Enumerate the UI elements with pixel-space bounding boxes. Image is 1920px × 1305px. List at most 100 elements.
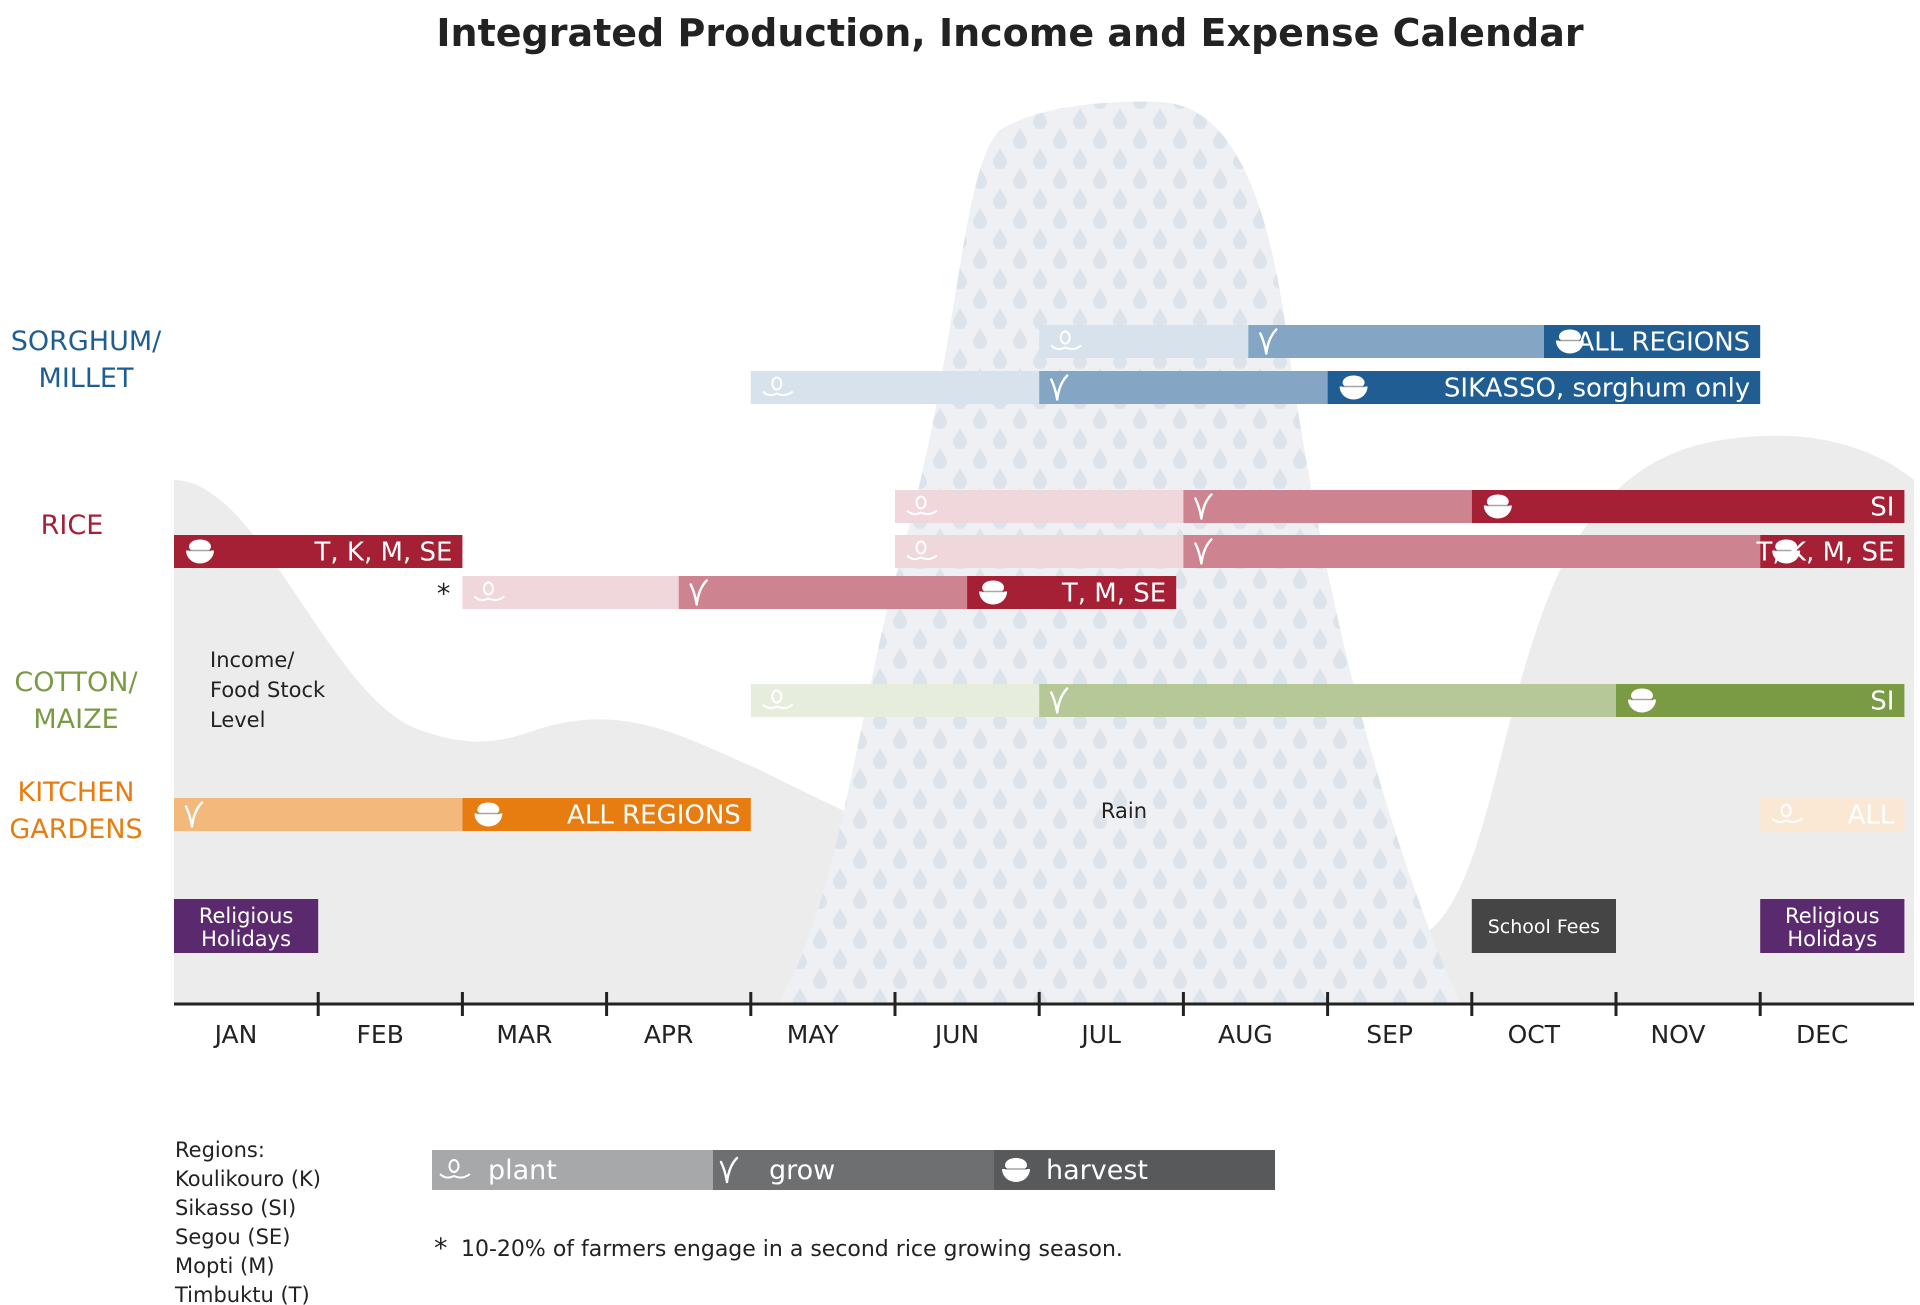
expense-label: School Fees: [1488, 916, 1600, 938]
bar-segment-plant: [750, 684, 1040, 717]
chart-title: Integrated Production, Income and Expens…: [436, 11, 1583, 55]
month-axis: JAN FEB MAR APR MAY JUN JUL AUG SEP OCT NOV DEC: [174, 992, 1914, 1049]
expense-label-line-1: Religious: [1785, 904, 1880, 928]
crop-bars: ALL REGIONS SIKASSO, sorghum only SI T, K, …: [174, 325, 1905, 831]
legend-label: plant: [488, 1155, 557, 1186]
crop-row-1: ALL REGIONS: [1039, 325, 1761, 358]
bowl-icon: [1628, 688, 1656, 713]
footnote-marker: *: [437, 579, 451, 610]
bar-label: SIKASSO, sorghum only: [1444, 374, 1750, 404]
sprout-icon: [719, 1156, 739, 1184]
expense-box-bg: [1760, 899, 1905, 953]
month-tick-label: JUL: [1079, 1020, 1121, 1049]
bar-label: SI: [1870, 687, 1894, 717]
crop-row-5: T, K, M, SE: [895, 535, 1905, 568]
plant-icon: [906, 495, 938, 516]
bowl-icon: [1002, 1158, 1030, 1182]
income-label-line-3: Level: [210, 708, 265, 732]
bar-segment-harvest: [1471, 490, 1905, 523]
month-tick-label: NOV: [1650, 1020, 1705, 1049]
bar-segment-grow: [1183, 490, 1472, 523]
month-tick-label: MAY: [787, 1020, 840, 1049]
category-label-sorghum-2: MILLET: [39, 363, 134, 394]
legend: Regions: Koulikouro (K) Sikasso (SI) Segou …: [174, 1138, 1275, 1305]
plant-icon: [1050, 330, 1082, 351]
bar-segment-plant: [462, 576, 679, 609]
bar-label: ALL: [1848, 801, 1895, 831]
bar-segment-grow: [1039, 684, 1616, 717]
expense-label-line-1: Religious: [199, 904, 294, 928]
crop-row-8: ALL REGIONS: [174, 798, 751, 831]
crop-row-2: SIKASSO, sorghum only: [750, 371, 1761, 404]
legend-swatch: [432, 1150, 713, 1190]
sprout-icon: [184, 801, 204, 828]
plant-icon: [762, 376, 794, 397]
month-tick-label: DEC: [1796, 1020, 1849, 1049]
bowl-icon: [1772, 539, 1801, 564]
legend-grow: grow: [713, 1150, 994, 1190]
expense-box-bg: [1471, 899, 1616, 953]
region-item: Mopti (M): [175, 1254, 275, 1278]
month-tick-label: SEP: [1366, 1020, 1413, 1049]
category-label-sorghum-1: SORGHUM/: [11, 326, 162, 357]
footnote-star: *: [434, 1233, 448, 1264]
bowl-icon: [979, 580, 1008, 605]
income-food-stock-area: [174, 435, 1914, 1004]
legend-plant: plant: [432, 1150, 713, 1190]
bar-segment-grow: [174, 798, 463, 831]
bar-segment-plant: [1039, 325, 1249, 358]
category-label-kitchen-1: KITCHEN: [18, 777, 135, 808]
plant-icon: [906, 540, 938, 561]
crop-row-9: ALL: [1760, 798, 1905, 831]
crop-row-6: T, M, SE *: [437, 576, 1177, 610]
region-item: Segou (SE): [175, 1225, 290, 1249]
plant-icon: [762, 689, 794, 710]
plant-icon: [1771, 803, 1803, 824]
bar-segment-plant: [895, 490, 1184, 523]
bar-segment-grow: [1039, 371, 1328, 404]
expense-label-line-2: Holidays: [1787, 927, 1877, 951]
income-label-line-2: Food Stock: [210, 678, 326, 702]
region-item: Timbuktu (T): [174, 1283, 310, 1305]
month-tick-label: APR: [644, 1020, 694, 1049]
bar-segment-plant: [895, 535, 1184, 568]
income-label-line-1: Income/: [210, 648, 295, 672]
sprout-icon: [1050, 687, 1069, 714]
month-tick-label: FEB: [357, 1020, 404, 1049]
bar-segment-grow: [1248, 325, 1544, 358]
month-tick-label: OCT: [1508, 1020, 1561, 1049]
bowl-icon: [186, 539, 215, 564]
category-label-cotton-1: COTTON/: [14, 667, 138, 698]
bowl-icon: [1339, 375, 1368, 400]
bar-label: ALL REGIONS: [1576, 328, 1750, 358]
category-label-kitchen-2: GARDENS: [9, 814, 142, 845]
month-tick-label: MAR: [496, 1020, 552, 1049]
bar-label: T, K, M, SE: [1756, 538, 1895, 568]
category-labels: SORGHUM/MILLET RICE COTTON/MAIZE KITCHEN GAR…: [9, 326, 162, 845]
category-label-cotton-2: MAIZE: [33, 704, 118, 735]
bowl-icon: [474, 802, 503, 827]
bar-label: SI: [1870, 493, 1894, 523]
sprout-icon: [1194, 493, 1213, 520]
category-label-rice-1: RICE: [41, 510, 104, 541]
legend-label: harvest: [1046, 1155, 1148, 1186]
month-tick-label: AUG: [1218, 1020, 1273, 1049]
expense-box: School Fees: [1471, 899, 1616, 953]
bar-segment-harvest: [1327, 371, 1761, 404]
legend-harvest: harvest: [994, 1150, 1275, 1190]
bar-segment-plant: [1760, 798, 1905, 831]
rain-label: Rain: [1101, 799, 1147, 823]
month-tick-label: JUN: [933, 1020, 979, 1049]
bar-segment-harvest: [174, 535, 463, 568]
footnote-text: 10-20% of farmers engage in a second ric…: [461, 1237, 1123, 1262]
crop-row-3: SI: [895, 490, 1905, 523]
bar-segment-harvest: [1616, 684, 1905, 717]
legend-label: grow: [769, 1155, 835, 1186]
expense-box-bg: [174, 899, 319, 953]
bar-label: T, K, M, SE: [314, 538, 453, 568]
bar-segment-plant: [750, 371, 1040, 404]
